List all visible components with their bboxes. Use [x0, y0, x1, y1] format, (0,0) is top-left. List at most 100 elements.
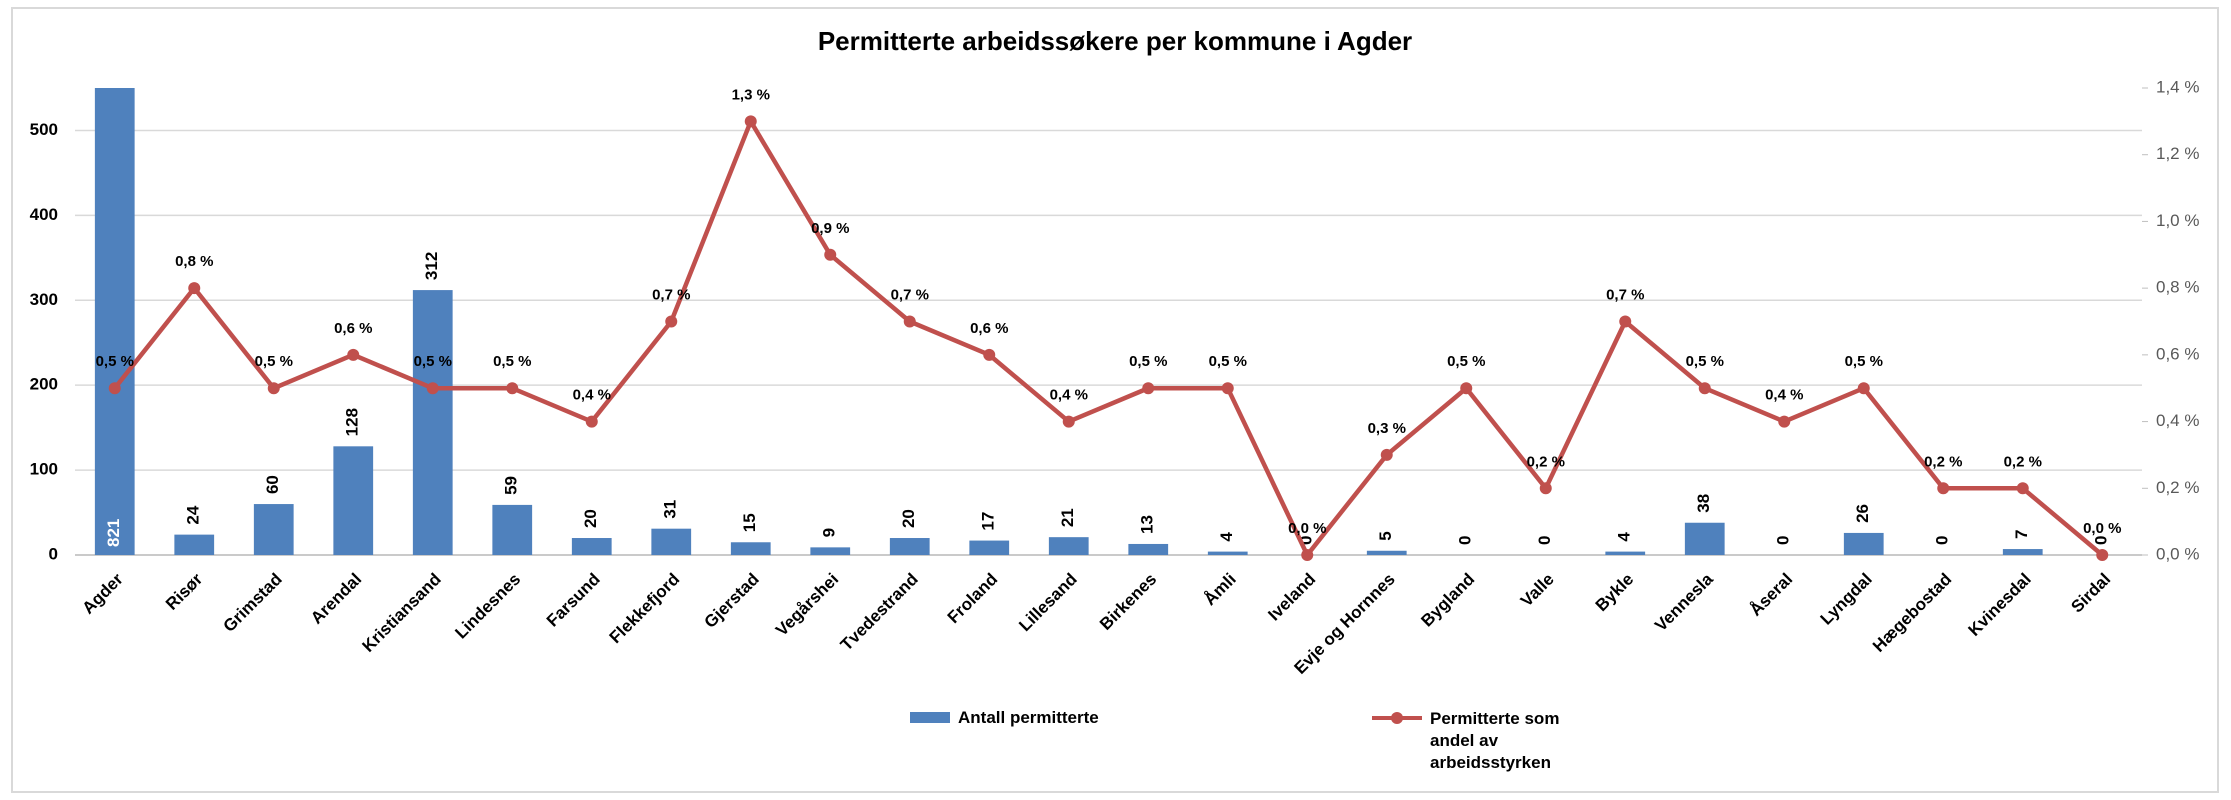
line-point [1221, 382, 1234, 395]
line-value-label: 0,4 % [1765, 387, 1803, 404]
line-point [824, 248, 837, 261]
bar-value-label: 59 [502, 476, 521, 495]
line-point [1778, 415, 1791, 428]
line-point [108, 382, 121, 395]
bar [1207, 551, 1248, 555]
bar-value-label: 0 [1774, 536, 1793, 545]
bar [651, 528, 692, 555]
bar [1128, 543, 1169, 555]
bar [1605, 551, 1646, 555]
line-point [347, 348, 360, 361]
y2-tick-label: 0,8 % [2156, 278, 2199, 297]
line-value-label: 0,2 % [2004, 453, 2042, 470]
bar-value-label: 0 [1535, 536, 1554, 545]
bar [1048, 537, 1089, 555]
line-point [903, 315, 916, 328]
y-tick-label: 400 [30, 205, 58, 224]
legend-label: Antall permitterte [958, 708, 1099, 727]
bar [969, 540, 1010, 555]
bar-value-label: 0 [2092, 536, 2111, 545]
line-value-label: 0,6 % [334, 320, 372, 337]
line-point [1857, 382, 1870, 395]
bar-value-label: 4 [1615, 532, 1634, 542]
line-value-label: 0,6 % [970, 320, 1008, 337]
line-value-label: 0,9 % [811, 220, 849, 237]
legend-line: Permitterte som andel av arbeidsstyrken [1372, 708, 1570, 774]
line-value-label: 0,5 % [493, 353, 531, 370]
line-point [983, 348, 996, 361]
line-value-label: 0,5 % [1845, 353, 1883, 370]
line-value-label: 0,5 % [96, 353, 134, 370]
line-point [1301, 549, 1314, 561]
line-value-label: 0,5 % [255, 353, 293, 370]
chart-title: Permitterte arbeidssøkere per kommune i … [818, 26, 1412, 56]
bar-value-label: 26 [1853, 504, 1872, 523]
line-point [585, 415, 598, 428]
line-point [744, 115, 757, 128]
line-value-label: 0,5 % [1209, 353, 1247, 370]
line-value-label: 0,7 % [652, 286, 690, 303]
line-value-label: 0,2 % [1527, 453, 1565, 470]
line-value-label: 0,5 % [1447, 353, 1485, 370]
line-value-label: 0,0 % [1288, 520, 1326, 537]
bar [889, 538, 930, 555]
line-value-label: 0,4 % [1050, 387, 1088, 404]
y2-tick-label: 0,4 % [2156, 411, 2199, 430]
line-value-label: 0,5 % [1686, 353, 1724, 370]
line-point [2016, 482, 2029, 495]
line-point [506, 382, 519, 395]
bar [253, 504, 294, 555]
bar-value-label: 17 [979, 512, 998, 531]
bar [571, 538, 612, 555]
line-value-label: 0,7 % [1606, 286, 1644, 303]
bar-value-label: 31 [661, 500, 680, 519]
line [112, 116, 2104, 560]
bar-value-label: 20 [581, 509, 600, 528]
line-point [1937, 482, 1950, 495]
y-tick-label: 100 [30, 460, 58, 479]
y2-tick-label: 0,6 % [2156, 344, 2199, 363]
legend-label: Permitterte som andel av arbeidsstyrken [1430, 709, 1560, 772]
y-tick-label: 300 [30, 290, 58, 309]
bar [492, 504, 533, 555]
bar-value-label: 20 [899, 509, 918, 528]
line-value-label: 0,0 % [2083, 520, 2121, 537]
line-point [665, 315, 678, 328]
bar-value-label: 38 [1694, 494, 1713, 513]
line-point [426, 382, 439, 395]
bar-value-label: 128 [343, 408, 362, 436]
bar-value-label: 24 [184, 505, 203, 524]
line-value-label: 0,7 % [891, 286, 929, 303]
y2-tick-label: 1,2 % [2156, 144, 2199, 163]
line-point [1460, 382, 1473, 395]
bar [1684, 522, 1725, 555]
legend-swatch [910, 712, 950, 723]
bar [333, 446, 374, 555]
y-tick-label: 500 [30, 120, 58, 139]
bar [1366, 550, 1407, 555]
bar-value-label: 15 [740, 513, 759, 532]
line-point [1698, 382, 1711, 395]
bar-value-label: 21 [1058, 508, 1077, 527]
bar-value-label: 4 [1217, 532, 1236, 542]
line-value-label: 0,3 % [1368, 420, 1406, 437]
y2-tick-label: 0,0 % [2156, 544, 2199, 563]
y2-tick-label: 0,2 % [2156, 478, 2199, 497]
line-value-label: 0,5 % [1129, 353, 1167, 370]
legend-bar: Antall permitterte [910, 708, 1099, 728]
line-value-label: 0,5 % [414, 353, 452, 370]
bar [2002, 549, 2043, 555]
line-point [1619, 315, 1632, 328]
bar [412, 290, 453, 555]
bar-value-label: 5 [1376, 531, 1395, 540]
y2-tick-label: 1,0 % [2156, 211, 2199, 230]
line-point [2096, 549, 2109, 561]
bar [1843, 532, 1884, 555]
line-value-label: 1,3 % [732, 86, 770, 103]
line-value-label: 0,2 % [1924, 453, 1962, 470]
bar-value-label: 9 [820, 528, 839, 537]
line-value-label: 0,4 % [573, 387, 611, 404]
bar-value-label: 7 [2012, 530, 2031, 539]
bar-value-label: 60 [263, 475, 282, 494]
